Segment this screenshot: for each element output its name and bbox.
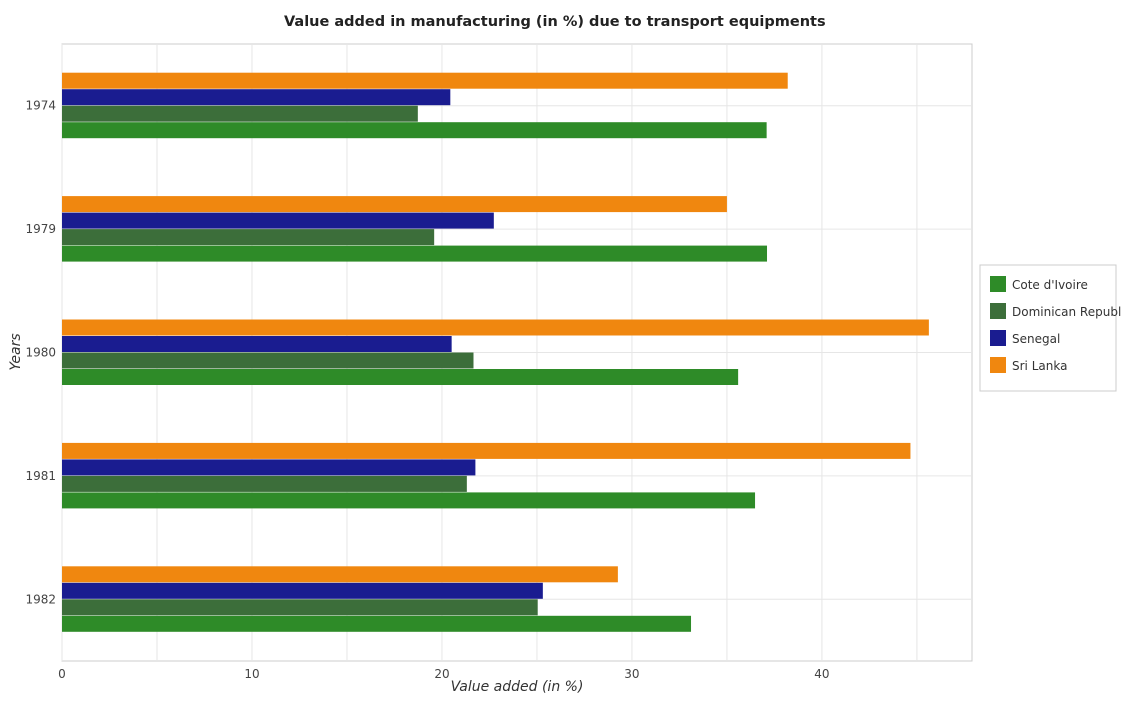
bar (62, 599, 538, 616)
chart-title: Value added in manufacturing (in %) due … (284, 14, 826, 30)
legend-label: Senegal (1012, 332, 1060, 346)
bar (62, 229, 435, 246)
bar (62, 336, 452, 352)
x-tick-label: 40 (814, 667, 829, 681)
bar (62, 352, 474, 369)
legend: Cote d'Ivoire Dominican Republic Senegal Sr… (979, 264, 1122, 392)
legend-label: Cote d'Ivoire (1012, 278, 1088, 292)
bar (62, 582, 543, 599)
bar (62, 475, 467, 492)
y-tick-label: 1981 (25, 469, 56, 483)
bar (62, 615, 692, 632)
bar (62, 212, 494, 229)
bar (62, 72, 788, 89)
bar (62, 122, 767, 139)
y-tick-label: 1979 (25, 222, 56, 236)
x-tick-label: 0 (58, 667, 66, 681)
bar (62, 442, 911, 459)
y-tick-label: 1982 (25, 592, 56, 606)
bar (62, 196, 727, 213)
y-axis-label: Years (8, 333, 24, 370)
bars (62, 72, 929, 632)
bar (62, 105, 418, 122)
axes: 0 10 20 30 40 1974 1979 1980 1981 1982 (25, 99, 829, 681)
bar (62, 459, 476, 476)
y-tick-label: 1980 (25, 346, 56, 360)
legend-label: Sri Lanka (1012, 359, 1067, 373)
bar (62, 566, 618, 583)
legend-label: Dominican Republic (1012, 305, 1122, 319)
bar (62, 245, 768, 262)
x-tick-label: 30 (624, 667, 639, 681)
legend-swatch (990, 330, 1006, 346)
legend-swatch (990, 276, 1006, 292)
x-tick-label: 20 (434, 667, 449, 681)
x-axis-label: Value added (in %) (451, 679, 584, 695)
bar (62, 319, 929, 336)
legend-swatch (990, 303, 1006, 319)
legend-swatch (990, 357, 1006, 373)
bar (62, 369, 739, 385)
bar (62, 89, 451, 106)
x-tick-label: 10 (244, 667, 259, 681)
bar (62, 492, 756, 509)
y-tick-label: 1974 (25, 99, 56, 113)
